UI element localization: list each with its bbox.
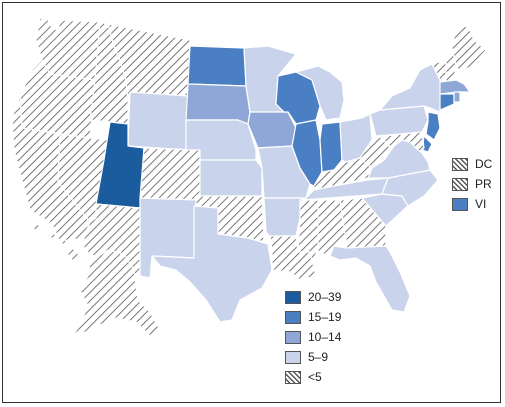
- legend-label: 20–39: [308, 290, 342, 304]
- territory-label: PR: [475, 177, 492, 191]
- state-pa: [369, 105, 429, 137]
- territory-label: DC: [475, 157, 493, 171]
- legend-label: 5–9: [308, 350, 329, 364]
- state-md: [383, 131, 425, 153]
- state-ia: [247, 111, 297, 149]
- legend-item-5-9: 5–9: [285, 349, 328, 365]
- territory-vi: VI: [452, 196, 486, 212]
- state-sd: [185, 83, 251, 125]
- territory-swatch: [452, 157, 468, 171]
- state-co: [139, 147, 201, 201]
- legend-swatch: [285, 350, 301, 364]
- state-hi-island-2: [47, 231, 57, 239]
- state-nd: [187, 45, 247, 87]
- legend-label: 10–14: [308, 330, 342, 344]
- legend-label: 15–19: [308, 310, 342, 324]
- legend-swatch: [285, 290, 301, 304]
- territory-swatch: [452, 197, 468, 211]
- state-hi: [31, 223, 43, 233]
- state-tx: [151, 205, 273, 323]
- legend-label: <5: [308, 370, 322, 384]
- territory-label: VI: [475, 197, 487, 211]
- state-ks: [199, 159, 263, 197]
- state-hi-island-3: [59, 239, 67, 245]
- state-in: [319, 121, 343, 173]
- legend-item-20-39: 20–39: [285, 289, 341, 305]
- state-fl: [329, 245, 411, 313]
- legend-item-15-19: 15–19: [285, 309, 341, 325]
- state-ak: [71, 249, 161, 339]
- legend-item-lt5: <5: [285, 369, 322, 385]
- state-mi: [295, 65, 345, 121]
- legend-item-10-14: 10–14: [285, 329, 341, 345]
- state-tn: [301, 177, 389, 201]
- territory-pr: PR: [452, 176, 492, 192]
- territory-swatch: [452, 177, 468, 191]
- state-ny: [379, 63, 445, 113]
- state-ar: [263, 197, 303, 237]
- map-frame: [2, 2, 501, 403]
- state-la: [269, 235, 317, 281]
- legend-swatch: [285, 310, 301, 324]
- state-ct: [439, 93, 455, 111]
- territory-dc: DC: [452, 156, 492, 172]
- legend-swatch: [285, 370, 301, 384]
- state-ri: [453, 91, 461, 103]
- legend-swatch: [285, 330, 301, 344]
- state-hi-island-4: [67, 247, 79, 261]
- state-wy: [127, 91, 189, 151]
- state-me: [451, 25, 487, 73]
- state-nj: [425, 111, 441, 141]
